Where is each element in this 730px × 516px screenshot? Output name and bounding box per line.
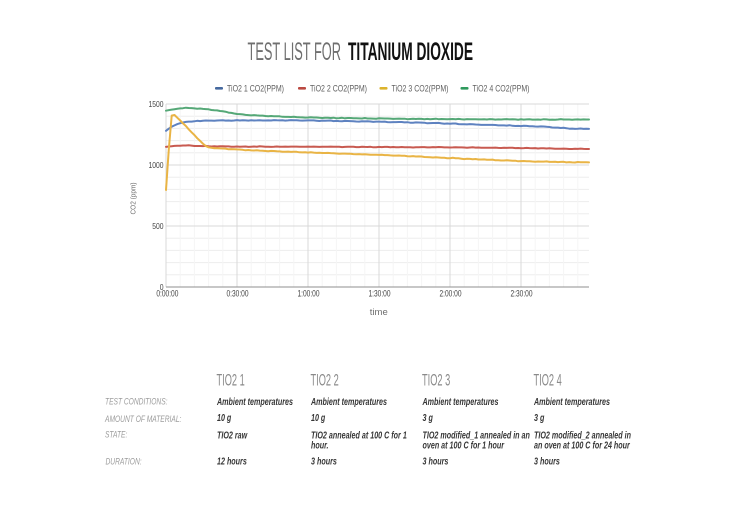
svg-text:10 g: 10 g: [217, 413, 232, 424]
svg-text:an oven at 100 C for 24 hour: an oven at 100 C for 24 hour: [534, 441, 630, 452]
svg-text:AMOUNT OF MATERIAL:: AMOUNT OF MATERIAL:: [104, 414, 182, 424]
svg-text:TiO2 4 CO2(PPM): TiO2 4 CO2(PPM): [473, 84, 530, 94]
svg-text:3 g: 3 g: [423, 413, 434, 424]
svg-text:TIO2 4: TIO2 4: [534, 372, 562, 390]
svg-text:TIO2 modified_1 annealed in an: TIO2 modified_1 annealed in an: [423, 431, 530, 442]
svg-text:TIO2 2: TIO2 2: [311, 372, 339, 390]
svg-text:hour.: hour.: [311, 441, 329, 452]
svg-text:3 hours: 3 hours: [534, 457, 560, 468]
svg-text:TiO2 1 CO2(PPM): TiO2 1 CO2(PPM): [227, 84, 284, 94]
svg-text:Ambient temperatures: Ambient temperatures: [310, 397, 387, 408]
svg-text:DURATION:: DURATION:: [106, 457, 142, 467]
svg-text:1:00:00: 1:00:00: [298, 289, 320, 299]
svg-text:2:00:00: 2:00:00: [440, 289, 462, 299]
svg-text:TIO2 raw: TIO2 raw: [217, 431, 248, 442]
svg-text:0: 0: [160, 282, 164, 292]
svg-text:2:30:00: 2:30:00: [511, 289, 533, 299]
svg-text:3 hours: 3 hours: [423, 457, 449, 468]
svg-text:3 g: 3 g: [534, 413, 545, 424]
svg-text:TIO2 1: TIO2 1: [217, 372, 245, 390]
svg-text:Ambient temperatures: Ambient temperatures: [422, 397, 499, 408]
svg-text:3 hours: 3 hours: [311, 457, 337, 468]
svg-text:1:30:00: 1:30:00: [369, 289, 391, 299]
svg-text:oven at 100 C for 1 hour: oven at 100 C for 1 hour: [423, 441, 505, 452]
svg-text:12 hours: 12 hours: [217, 457, 247, 468]
svg-text:0:30:00: 0:30:00: [227, 289, 249, 299]
svg-text:time: time: [370, 307, 388, 318]
svg-text:1500: 1500: [149, 99, 164, 109]
svg-text:TIO2 annealed at 100 C for 1: TIO2 annealed at 100 C for 1: [311, 431, 407, 442]
svg-text:TITANIUM DIOXIDE: TITANIUM DIOXIDE: [348, 38, 473, 66]
svg-text:STATE:: STATE:: [105, 430, 128, 440]
svg-text:0:00:00: 0:00:00: [156, 289, 178, 299]
svg-text:TIO2 modified_2 annealed in: TIO2 modified_2 annealed in: [534, 431, 631, 442]
svg-text:TiO2 3 CO2(PPM): TiO2 3 CO2(PPM): [392, 84, 449, 94]
svg-text:TiO2 2 CO2(PPM): TiO2 2 CO2(PPM): [310, 84, 367, 94]
svg-text:TIO2 3: TIO2 3: [422, 372, 450, 390]
svg-text:1000: 1000: [149, 160, 164, 170]
svg-text:10 g: 10 g: [311, 413, 326, 424]
svg-text:TEST LIST FOR: TEST LIST FOR: [248, 38, 342, 66]
svg-text:500: 500: [152, 221, 164, 231]
svg-text:Ambient temperatures: Ambient temperatures: [216, 397, 293, 408]
svg-text:Ambient temperatures: Ambient temperatures: [533, 397, 610, 408]
svg-text:TEST CONDITIONS:: TEST CONDITIONS:: [105, 397, 168, 407]
svg-text:CO2 (ppm): CO2 (ppm): [129, 182, 138, 214]
